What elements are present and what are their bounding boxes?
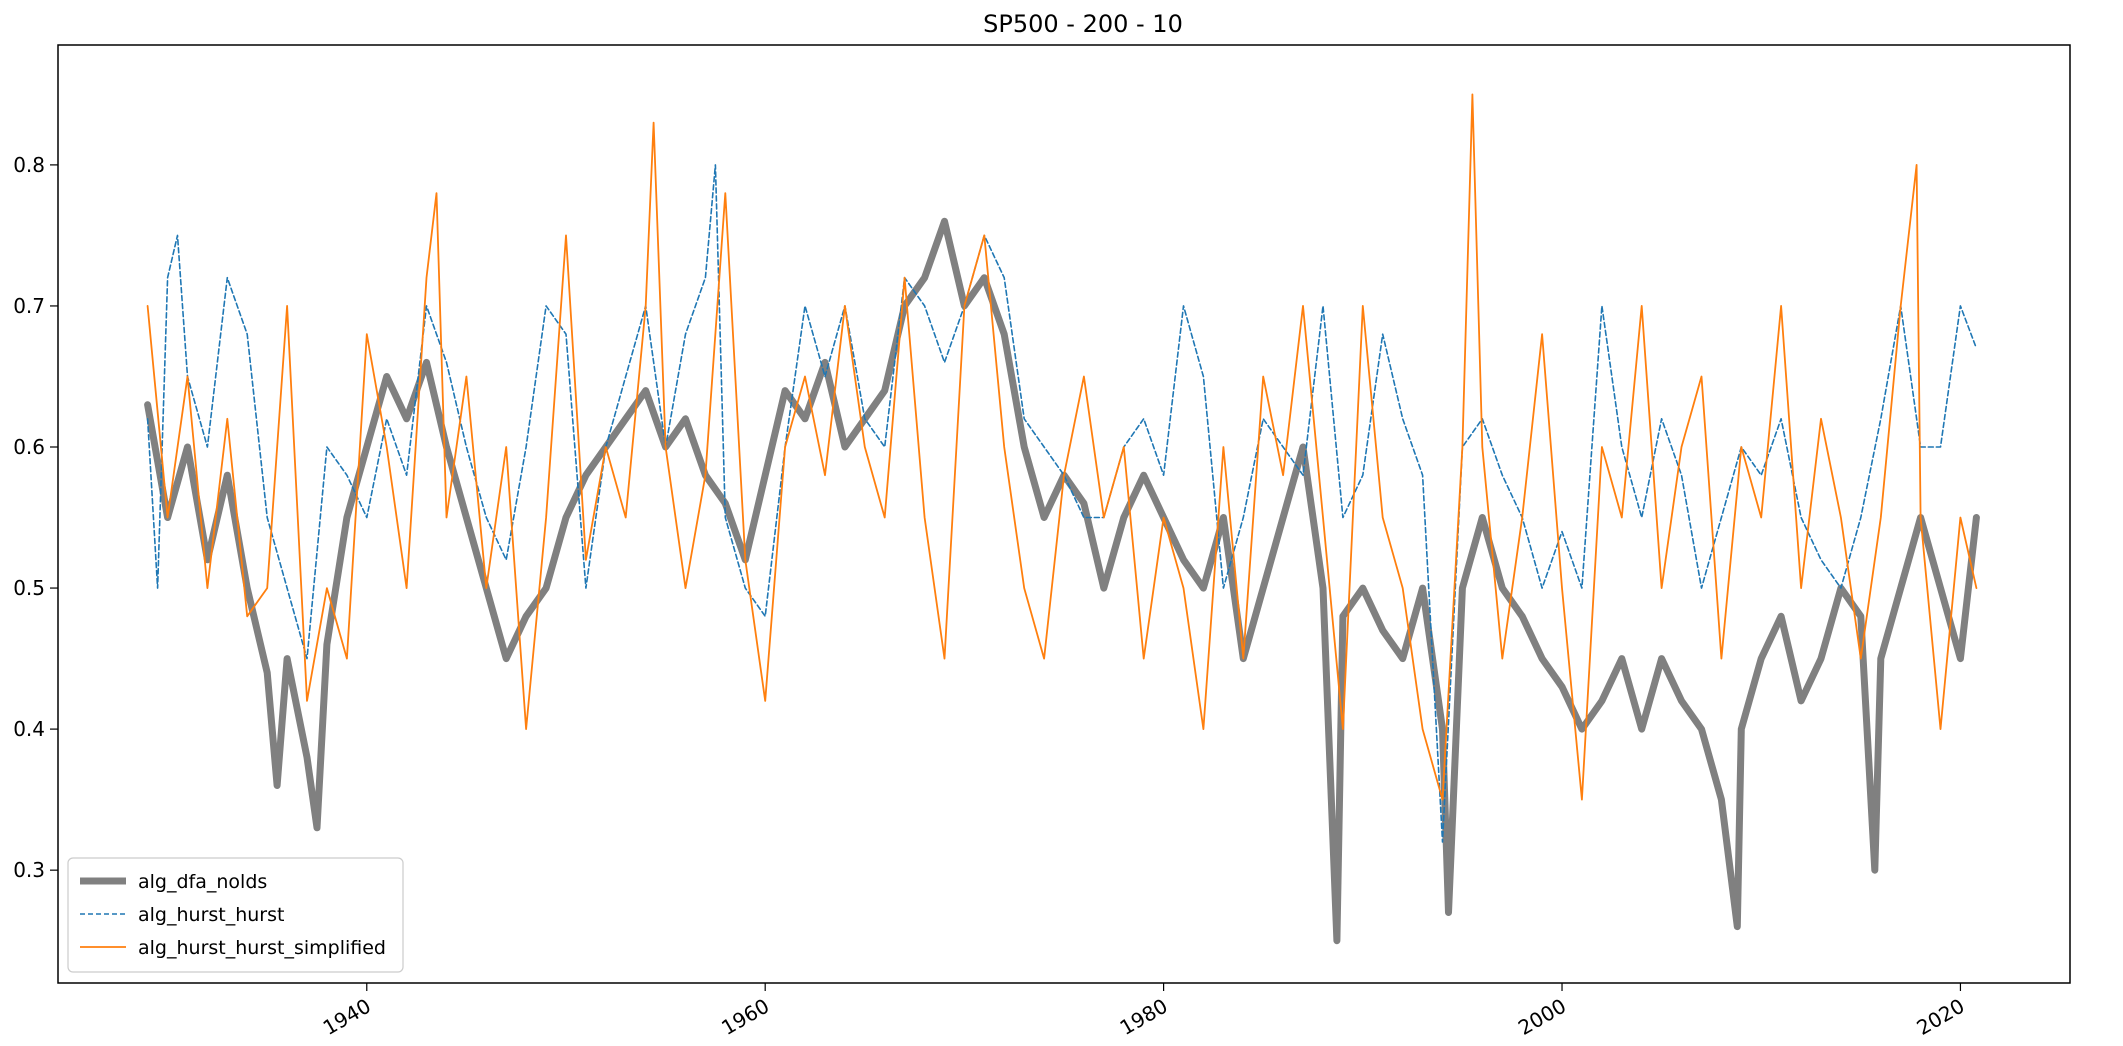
legend-box	[67, 857, 404, 973]
series-line-3	[146, 93, 1978, 801]
plot-area	[58, 45, 2070, 983]
x-tick-label: 2000	[1514, 994, 1570, 1040]
legend-label: alg_dfa_nolds	[138, 871, 267, 893]
y-tick-label: 0.8	[13, 153, 45, 177]
legend-label: alg_hurst_hurst_simplified	[138, 937, 386, 959]
series-line-1	[144, 217, 1980, 945]
x-tick-label: 2020	[1912, 994, 1968, 1040]
series-layer	[144, 93, 1980, 945]
y-tick-label: 0.5	[13, 576, 45, 600]
x-tick-label: 1960	[717, 994, 773, 1040]
x-tick-label: 1940	[319, 994, 375, 1040]
y-tick-label: 0.6	[13, 435, 45, 459]
plot-frame	[57, 44, 2071, 984]
legend-label: alg_hurst_hurst	[138, 904, 284, 926]
y-tick-label: 0.7	[13, 294, 45, 318]
chart-title: SP500 - 200 - 10	[983, 10, 1183, 38]
legend: alg_dfa_nolds alg_hurst_hurst alg_hurst_hu…	[67, 857, 404, 973]
y-axis: 0.3 0.4 0.5 0.6 0.7 0.8	[13, 153, 58, 882]
x-tick-label: 1980	[1116, 994, 1172, 1040]
x-axis: 1940 1960 1980 2000 2020	[319, 983, 1969, 1040]
y-tick-label: 0.4	[13, 717, 45, 741]
y-tick-label: 0.3	[13, 858, 45, 882]
